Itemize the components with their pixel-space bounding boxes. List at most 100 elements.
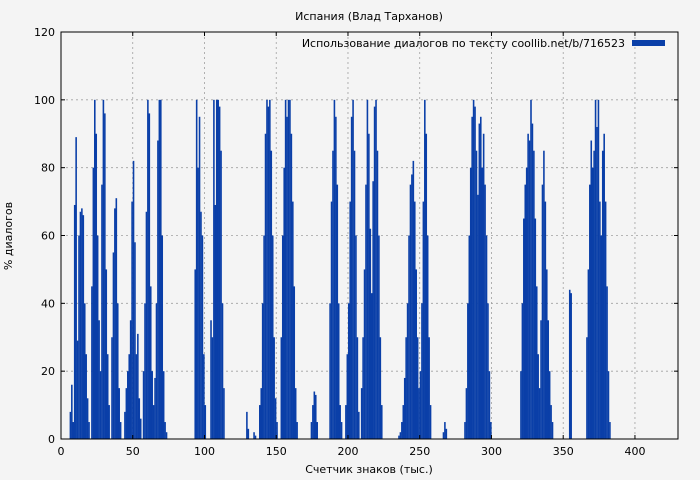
bar [138, 398, 141, 439]
bar [606, 286, 608, 440]
bar [365, 184, 367, 440]
bar [419, 371, 422, 439]
bar [401, 422, 403, 439]
bar [398, 435, 400, 439]
bar [484, 184, 486, 440]
bar [369, 228, 372, 439]
bar [356, 337, 359, 439]
bar [428, 337, 430, 439]
bar [82, 215, 85, 439]
x-tick-label: 50 [126, 445, 140, 458]
bar [412, 160, 415, 439]
bar [253, 432, 255, 439]
bar [145, 211, 148, 439]
bar [330, 201, 333, 439]
bar [465, 388, 468, 440]
bar [487, 303, 489, 439]
bar [83, 303, 86, 439]
bar [116, 303, 119, 439]
bar [72, 422, 75, 439]
bar [533, 150, 535, 439]
bar [337, 303, 340, 439]
bar [88, 422, 90, 439]
bar [283, 167, 285, 440]
bar [525, 167, 528, 440]
bar [92, 167, 95, 440]
bar [276, 422, 278, 439]
bar [380, 405, 383, 439]
bar [349, 201, 351, 439]
bar [544, 201, 547, 439]
x-tick-label: 400 [624, 445, 645, 458]
bar [415, 269, 417, 439]
bar [124, 411, 126, 439]
bar [271, 235, 274, 439]
bar [409, 184, 412, 440]
bar [247, 428, 250, 439]
bar [310, 422, 313, 439]
bar [158, 99, 161, 439]
bar [85, 354, 87, 439]
bar [194, 269, 197, 439]
bar [530, 99, 532, 439]
bar [479, 116, 482, 439]
y-tick-label: 0 [48, 433, 55, 446]
x-tick-label: 350 [553, 445, 574, 458]
bar [269, 99, 271, 439]
bar [528, 140, 531, 439]
bar [596, 126, 598, 439]
bar [477, 194, 479, 439]
x-tick-label: 200 [337, 445, 358, 458]
bar [280, 337, 283, 439]
legend-swatch [632, 40, 665, 46]
bar [547, 320, 550, 439]
bar [134, 242, 136, 439]
bar [79, 211, 82, 439]
bar [314, 394, 317, 439]
bar [270, 150, 273, 439]
bar [601, 150, 604, 439]
bar [347, 303, 350, 439]
bar [531, 123, 534, 439]
bar [73, 204, 76, 439]
bar [551, 422, 554, 439]
bar [421, 303, 423, 439]
bar [144, 303, 146, 439]
bar [96, 235, 99, 439]
bar [424, 99, 426, 439]
bar [125, 388, 128, 440]
bar [105, 269, 108, 439]
axis-ticks: 0 50 100 150 200 250 300 350 400 0 20 40 60 80 100 120 [34, 26, 678, 458]
bar [286, 116, 288, 439]
bar [210, 320, 212, 439]
bar [411, 174, 413, 439]
y-tick-label: 80 [41, 162, 55, 175]
bar [373, 106, 376, 440]
x-tick-label: 300 [481, 445, 502, 458]
bar [263, 235, 265, 439]
bar [200, 211, 202, 439]
bar [86, 398, 89, 439]
bar [290, 133, 293, 439]
bar [260, 388, 263, 440]
bar [254, 435, 257, 439]
bar [214, 204, 217, 439]
bar [95, 133, 98, 439]
bar [524, 184, 527, 440]
bar [426, 235, 429, 439]
bar [218, 106, 221, 440]
bar [352, 99, 354, 439]
bar [474, 106, 476, 440]
bar [142, 371, 145, 439]
bar [609, 422, 611, 439]
bar [593, 150, 595, 439]
bar [69, 411, 72, 439]
bar [161, 235, 164, 439]
bar [201, 235, 204, 439]
bar [355, 235, 357, 439]
bar [220, 150, 222, 439]
bar [101, 184, 103, 440]
bar [568, 289, 571, 439]
bar [345, 405, 347, 439]
bar-series [69, 99, 611, 440]
